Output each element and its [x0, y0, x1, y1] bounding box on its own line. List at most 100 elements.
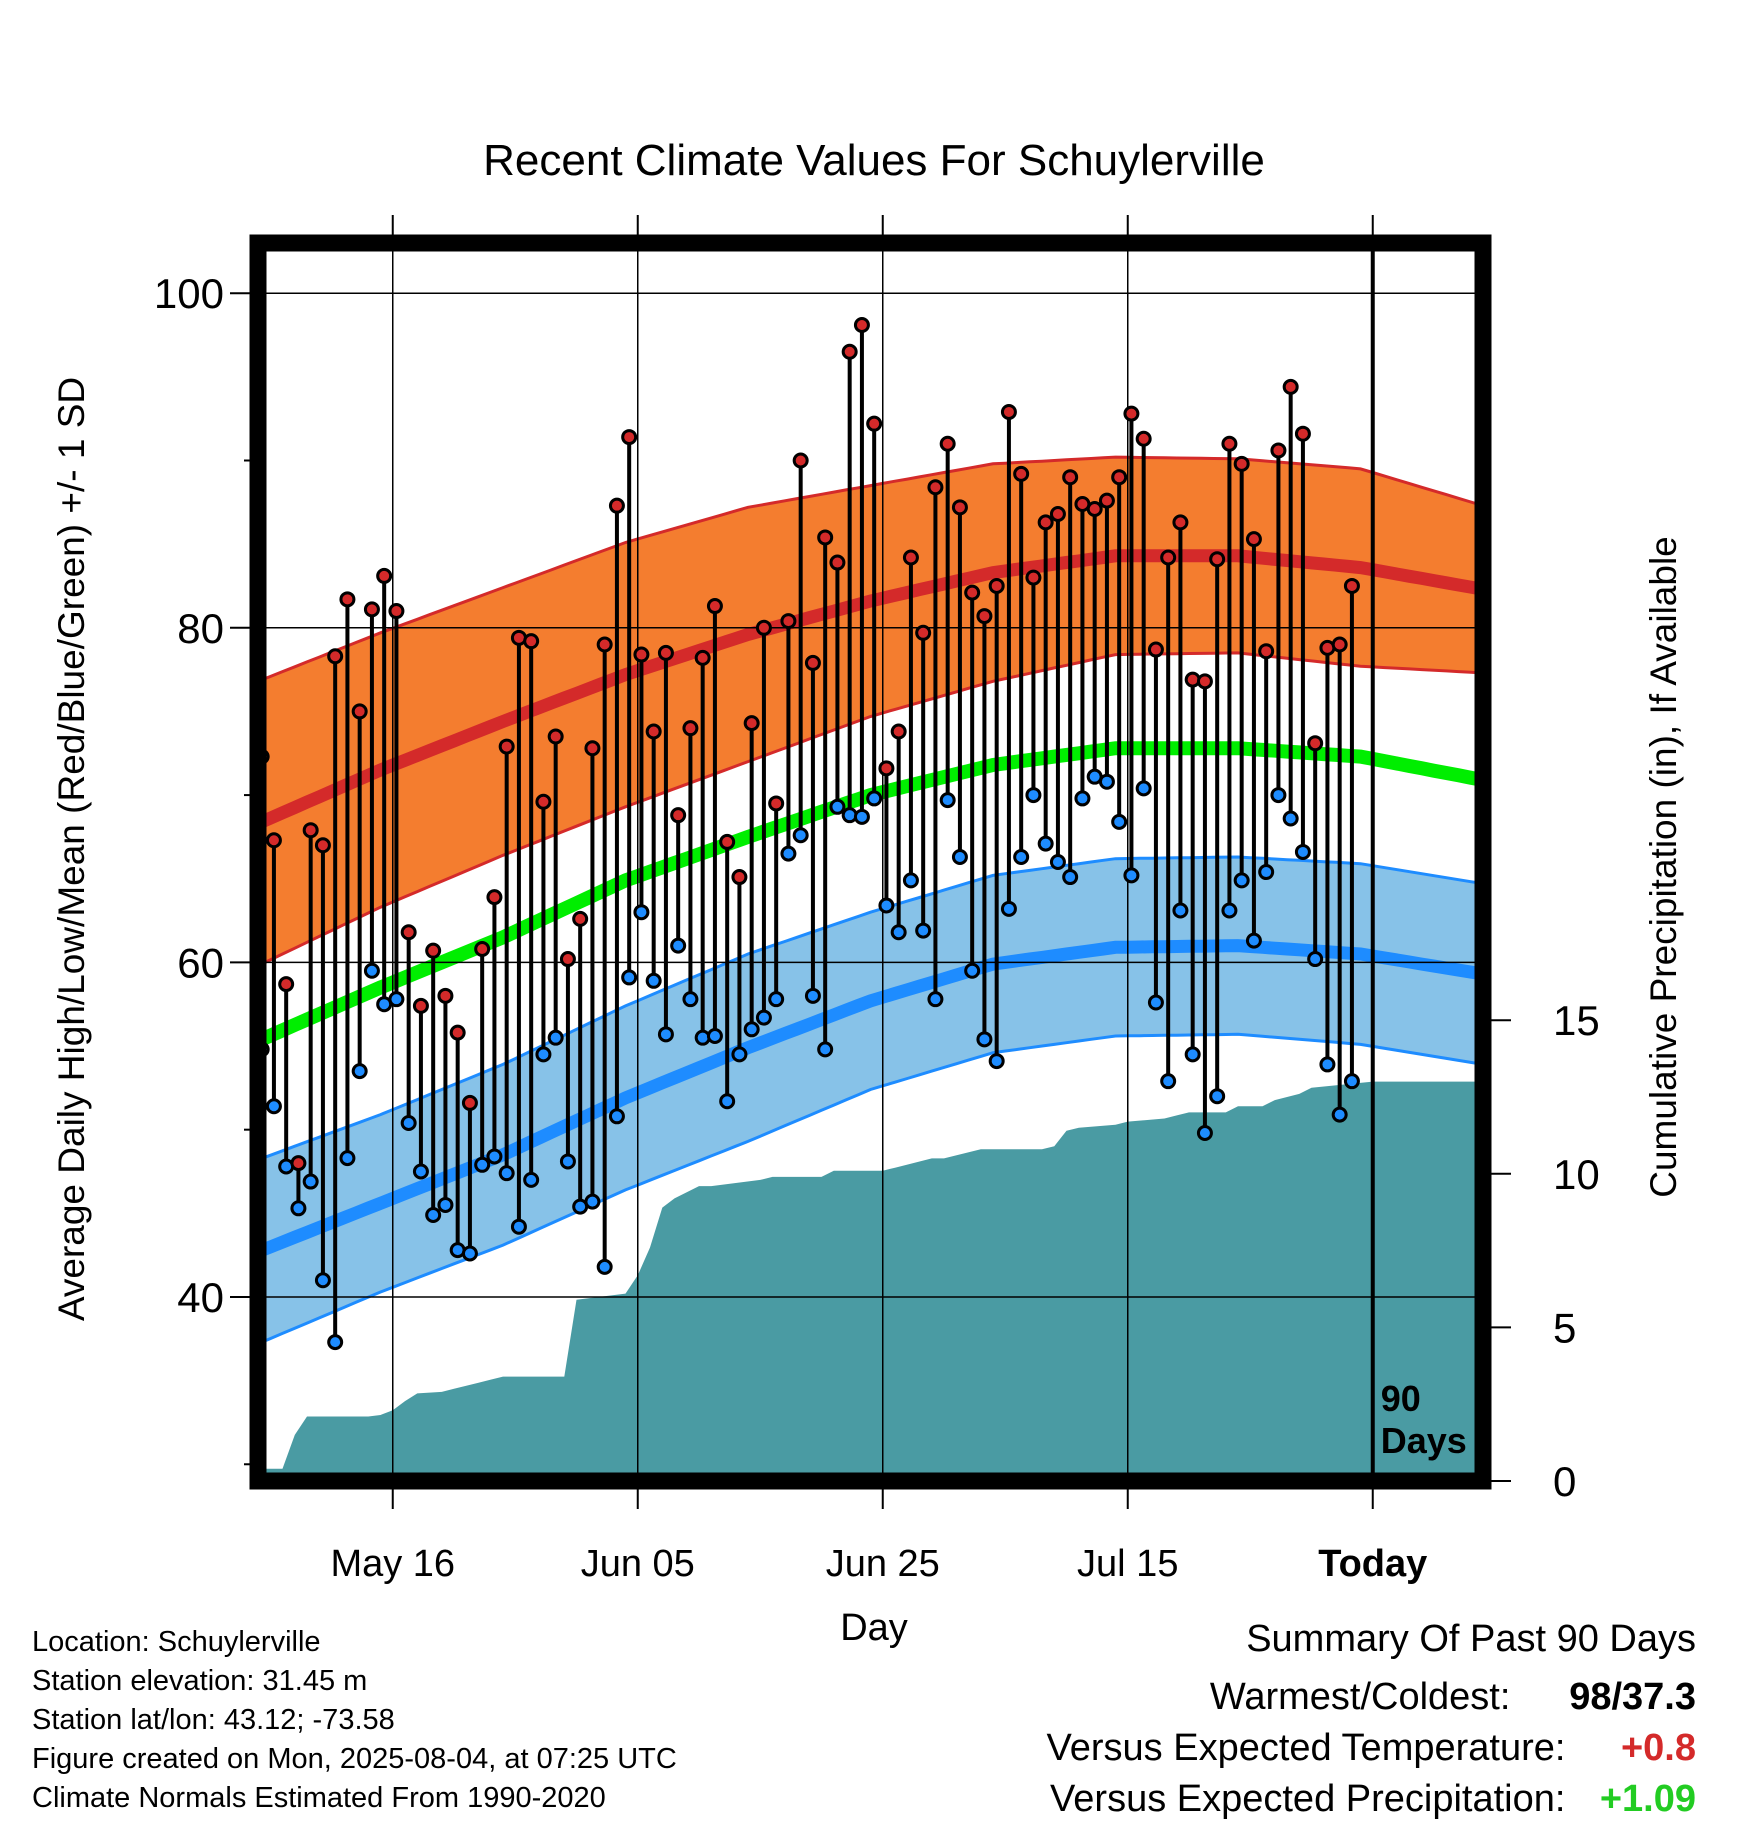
x-tick-label: Jun 05 — [581, 1543, 695, 1585]
daily-high-point — [1172, 514, 1189, 531]
daily-low-point — [596, 1258, 613, 1275]
daily-high-point — [817, 529, 834, 546]
daily-high-point — [363, 601, 380, 618]
precip-anomaly-label: Versus Expected Precipitation: — [1050, 1778, 1566, 1820]
daily-high-point — [1209, 551, 1226, 568]
daily-low-point — [474, 1156, 491, 1173]
y-tick-label: 80 — [177, 605, 224, 652]
daily-high-point — [1086, 501, 1103, 518]
daily-low-point — [1270, 787, 1287, 804]
daily-high-point — [706, 598, 723, 615]
daily-high-point — [890, 723, 907, 740]
daily-low-point — [535, 1046, 552, 1063]
plot-frame — [249, 234, 1492, 1490]
daily-low-point — [878, 897, 895, 914]
daily-high-point — [1270, 442, 1287, 459]
y-tick-label: 100 — [154, 270, 224, 317]
footer-latlon: Station lat/lon: 43.12; -73.58 — [32, 1704, 395, 1736]
daily-low-point — [731, 1046, 748, 1063]
daily-low-point — [1000, 900, 1017, 917]
daily-high-point — [1294, 425, 1311, 442]
daily-low-point — [829, 798, 846, 815]
daily-high-point — [1062, 469, 1079, 486]
daily-high-point — [902, 549, 919, 566]
footer-location: Location: Schuylerville — [32, 1626, 321, 1658]
daily-low-point — [437, 1196, 454, 1213]
daily-low-point — [866, 790, 883, 807]
high-sd-band — [258, 455, 1483, 968]
daily-high-point — [437, 987, 454, 1004]
daily-low-point — [1209, 1088, 1226, 1105]
daily-high-point — [1025, 569, 1042, 586]
y2-axis-label: Cumulative Precipitation (in), If Availa… — [1643, 536, 1684, 1198]
daily-high-point — [951, 499, 968, 516]
warmest-value: 98 — [1569, 1676, 1612, 1718]
normal-low-line — [258, 939, 1483, 1258]
daily-high-point — [1160, 549, 1177, 566]
daily-high-point — [1123, 405, 1140, 422]
y-tick-label: 60 — [177, 939, 224, 986]
daily-low-point — [853, 808, 870, 825]
daily-low-point — [339, 1150, 356, 1167]
daily-low-point — [1172, 902, 1189, 919]
daily-high-point — [829, 554, 846, 571]
temp-anomaly-label: Versus Expected Temperature: — [1046, 1727, 1566, 1769]
daily-high-point — [682, 720, 699, 737]
x-tick-label: Jul 15 — [1077, 1543, 1178, 1585]
precip-anomaly-value: +1.09 — [1599, 1778, 1696, 1820]
y2-tick-label: 10 — [1553, 1151, 1600, 1198]
footer-normals-note: Climate Normals Estimated From 1990-2020 — [32, 1782, 606, 1814]
daily-high-point — [792, 452, 809, 469]
daily-low-point — [1184, 1046, 1201, 1063]
daily-low-point — [1294, 843, 1311, 860]
daily-low-point — [327, 1334, 344, 1351]
daily-low-point — [1258, 864, 1275, 881]
daily-high-point — [755, 619, 772, 636]
daily-high-point — [976, 608, 993, 625]
daily-low-point — [412, 1163, 429, 1180]
daily-low-point — [1147, 994, 1164, 1011]
daily-high-point — [1000, 403, 1017, 420]
daily-high-point — [841, 343, 858, 360]
daily-high-point — [400, 924, 417, 941]
daily-high-point — [351, 703, 368, 720]
daily-high-point — [339, 591, 356, 608]
daily-low-point — [1037, 835, 1054, 852]
y-axis-label: Average Daily High/Low/Mean (Red/Blue/Gr… — [51, 377, 92, 1321]
daily-low-point — [498, 1165, 515, 1182]
daily-low-point — [1135, 780, 1152, 797]
daily-low-point — [780, 845, 797, 862]
daily-low-point — [915, 922, 932, 939]
daily-high-point — [621, 429, 638, 446]
daily-low-point — [755, 1009, 772, 1026]
daily-high-point — [1013, 465, 1030, 482]
daily-low-point — [706, 1027, 723, 1044]
daily-high-point — [743, 715, 760, 732]
daily-low-point — [461, 1245, 478, 1262]
daily-high-point — [1147, 641, 1164, 658]
daily-low-point — [400, 1114, 417, 1131]
daily-low-point — [743, 1021, 760, 1038]
daily-low-point — [621, 969, 638, 986]
daily-low-point — [1025, 787, 1042, 804]
plot-clip-group — [258, 243, 1483, 1481]
daily-high-point — [1245, 531, 1262, 548]
daily-low-point — [1331, 1106, 1348, 1123]
daily-low-point — [964, 962, 981, 979]
daily-high-point — [719, 833, 736, 850]
daily-high-point — [559, 951, 576, 968]
y2-tick-label: 0 — [1553, 1458, 1576, 1505]
daily-high-point — [1111, 469, 1128, 486]
daily-high-point — [866, 415, 883, 432]
today-days-count: 90 — [1381, 1378, 1421, 1419]
low-sd-band — [258, 855, 1483, 1346]
daily-high-point — [1196, 673, 1213, 690]
daily-high-point — [853, 316, 870, 333]
daily-high-point — [1307, 735, 1324, 752]
daily-high-point — [927, 479, 944, 496]
daily-high-point — [1282, 378, 1299, 395]
daily-high-point — [314, 837, 331, 854]
daily-high-point — [486, 889, 503, 906]
daily-low-point — [657, 1026, 674, 1043]
